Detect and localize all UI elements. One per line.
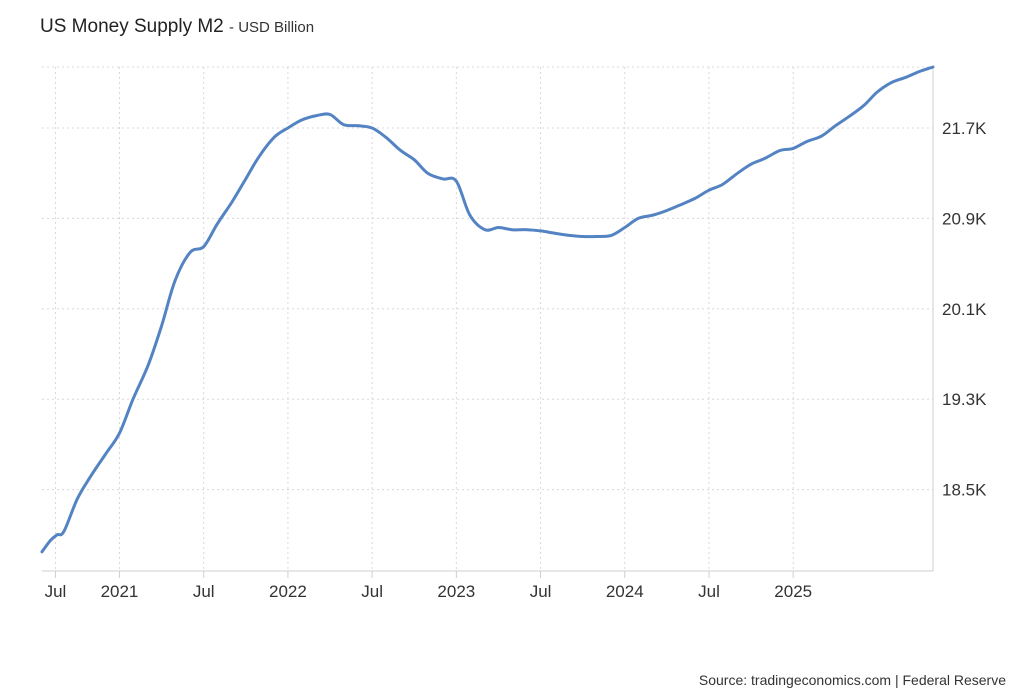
series-group [40,65,935,554]
x-tick-label: 2023 [437,582,475,601]
chart-title-text: US Money Supply M2 [40,16,224,37]
x-tick-label: 2024 [606,582,644,601]
x-tick-label: 2025 [774,582,812,601]
y-tick-label: 20.9K [942,209,987,228]
x-tick-label: 2021 [101,582,139,601]
x-tick-label: 2022 [269,582,307,601]
y-tick-label: 20.1K [942,300,987,319]
x-tick-label: Jul [530,582,552,601]
series-line-m2 [40,65,935,554]
x-tick-label: Jul [45,582,67,601]
y-tick-label: 19.3K [942,390,987,409]
x-tick-label: Jul [698,582,720,601]
chart-title: US Money Supply M2 - USD Billion [40,16,314,38]
chart-subtitle: - USD Billion [229,19,315,36]
y-tick-label: 18.5K [942,481,987,500]
grid-lines [42,66,933,571]
x-tick-label: Jul [361,582,383,601]
x-tick-label: Jul [193,582,215,601]
axes [42,67,934,578]
source-note: Source: tradingeconomics.com | Federal R… [698,672,1006,688]
tick-labels: 18.5K 19.3K 20.1K 20.9K 21.7K Jul 2021 Jul 2022 J… [45,119,987,601]
y-tick-label: 21.7K [942,119,987,138]
